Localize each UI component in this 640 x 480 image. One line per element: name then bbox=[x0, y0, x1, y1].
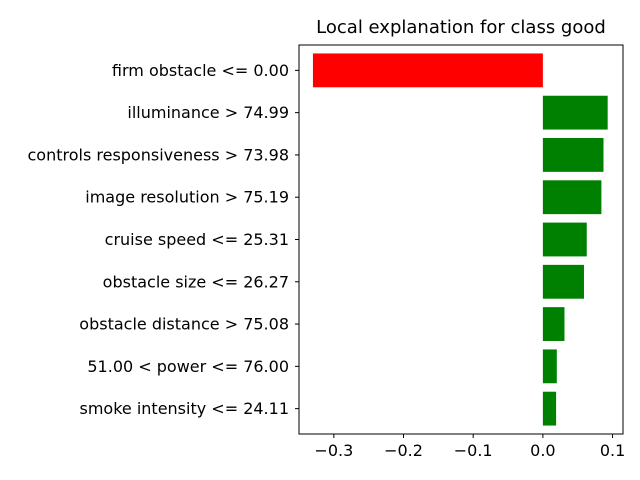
category-label: illuminance > 74.99 bbox=[127, 103, 289, 122]
category-labels: firm obstacle <= 0.00 illuminance > 74.99… bbox=[27, 61, 299, 418]
bar-7 bbox=[542, 349, 557, 384]
x-tick-label: −0.2 bbox=[384, 441, 423, 460]
bar-6 bbox=[542, 307, 565, 341]
category-label: obstacle distance > 75.08 bbox=[79, 315, 289, 334]
x-tick-label: 0.1 bbox=[600, 441, 625, 460]
bar-3 bbox=[542, 180, 602, 215]
plot-frame bbox=[298, 44, 624, 435]
x-tick-label: −0.1 bbox=[454, 441, 493, 460]
x-tick-label: −0.3 bbox=[314, 441, 353, 460]
bar-2 bbox=[542, 138, 604, 172]
bars-layer bbox=[312, 53, 608, 426]
x-axis: −0.3 −0.2 −0.1 0.0 0.1 bbox=[314, 434, 625, 460]
category-label: obstacle size <= 26.27 bbox=[103, 272, 289, 291]
bar-0 bbox=[312, 53, 543, 88]
category-label: smoke intensity <= 24.11 bbox=[80, 399, 290, 418]
chart-title: Local explanation for class good bbox=[316, 17, 606, 38]
bar-5 bbox=[542, 264, 584, 299]
category-label: cruise speed <= 25.31 bbox=[105, 230, 289, 249]
bar-8 bbox=[542, 391, 557, 426]
x-tick-label: 0.0 bbox=[530, 441, 555, 460]
bar-4 bbox=[542, 222, 587, 257]
category-label: 51.00 < power <= 76.00 bbox=[87, 357, 289, 376]
category-label: controls responsiveness > 73.98 bbox=[27, 145, 289, 164]
category-label: image resolution > 75.19 bbox=[85, 188, 289, 207]
bar-1 bbox=[542, 95, 608, 130]
category-label: firm obstacle <= 0.00 bbox=[112, 61, 289, 80]
